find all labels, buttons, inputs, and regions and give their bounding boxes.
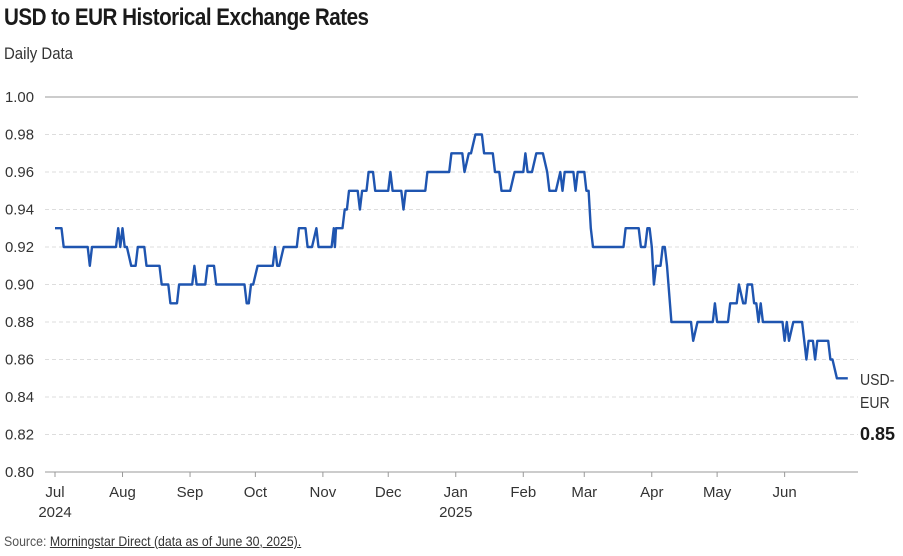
x-tick-label: May [703,484,732,501]
x-tick-label: Nov [310,484,337,501]
x-tick-year-label: 2024 [38,504,71,521]
source-prefix: Source: [4,533,50,549]
x-tick-label: Jun [773,484,797,501]
source-note: Source: Morningstar Direct (data as of J… [4,533,301,549]
y-tick-label: 0.82 [5,427,34,444]
series-label-line2: EUR [860,395,890,412]
x-axis: Jul 2024 Aug Sep Oct Nov Dec Jan 2025 Feb Mar Apr Ma… [38,472,797,521]
y-tick-label: 0.80 [5,464,34,481]
y-tick-label: 0.96 [5,164,34,181]
y-tick-label: 0.98 [5,127,34,144]
x-tick-label: Oct [244,484,268,501]
source-link[interactable]: Morningstar Direct (data as of June 30, … [49,533,302,549]
chart-title: USD to EUR Historical Exchange Rates [4,4,369,31]
x-tick-label: Feb [510,484,536,501]
x-tick-label: Dec [375,484,402,501]
y-tick-label: 0.86 [5,352,34,369]
x-tick-label: Sep [177,484,204,501]
series-line-usd-eur [55,133,848,380]
y-tick-label: 0.94 [5,202,34,219]
y-tick-label: 0.84 [5,389,34,406]
x-tick-label: Aug [109,484,136,501]
x-tick-label: Apr [640,484,663,501]
y-axis: 0.80 0.82 0.84 0.86 0.88 0.90 0.92 0.94 0.96 0.98… [5,89,34,481]
series-last-value: 0.85 [860,424,896,444]
x-tick-label: Mar [571,484,597,501]
series-label-line1: USD- [860,372,895,389]
x-tick-label: Jan [444,484,468,501]
y-tick-label: 1.00 [5,89,34,106]
y-tick-label: 0.90 [5,277,34,294]
chart-subtitle: Daily Data [4,44,74,63]
x-tick-year-label: 2025 [439,504,472,521]
x-tick-label: Jul [45,484,64,501]
y-tick-label: 0.92 [5,239,34,256]
y-tick-label: 0.88 [5,314,34,331]
